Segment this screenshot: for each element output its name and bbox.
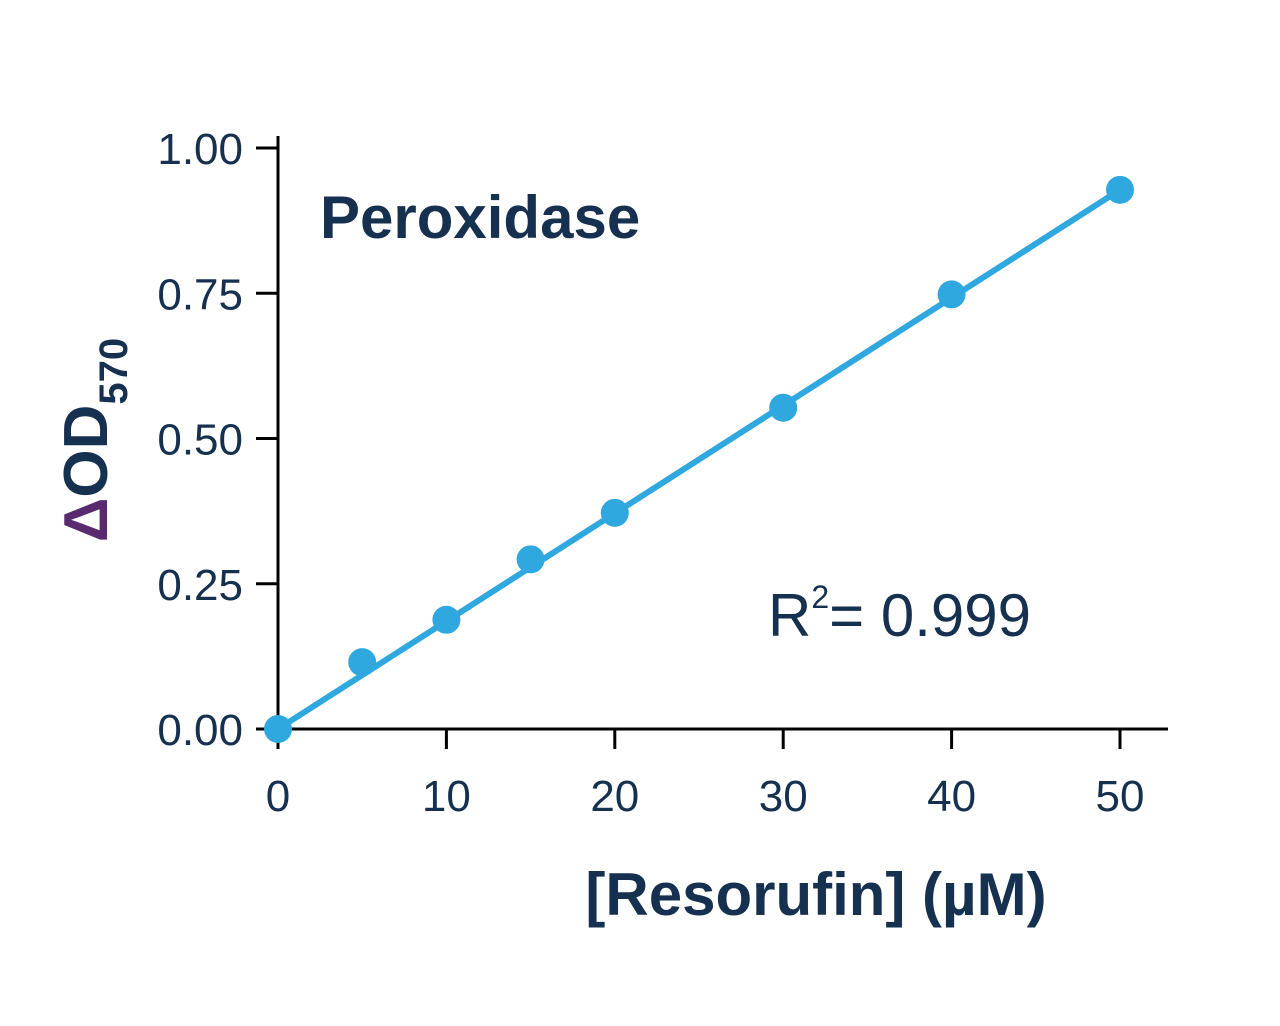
fit-line: [275, 186, 1123, 732]
data-point: [1106, 175, 1134, 204]
y-tick-label: 0.00: [157, 706, 243, 755]
x-axis-label: [Resorufin] (µM): [585, 861, 1046, 928]
data-points: [264, 175, 1134, 743]
chart-title: Peroxidase: [320, 184, 640, 251]
y-axis-label: ΔOD570: [52, 338, 136, 542]
x-tick-label: 40: [927, 772, 976, 821]
r-squared-superscript: 2: [811, 579, 829, 615]
data-point: [516, 545, 545, 574]
y-axis-label-delta: Δ: [52, 498, 121, 543]
r-squared-suffix: = 0.999: [829, 582, 1031, 649]
axes: [276, 136, 1168, 731]
data-point: [769, 393, 798, 422]
x-tick-label: 30: [759, 772, 808, 821]
r-squared-prefix: R: [768, 582, 811, 649]
x-tick-label: 50: [1096, 772, 1145, 821]
y-axis-label-main: OD: [52, 405, 121, 498]
x-tick-label: 10: [422, 772, 471, 821]
data-point: [937, 280, 966, 309]
data-point: [348, 648, 377, 677]
fit-line-group: [275, 186, 1123, 732]
y-axis-label-subscript: 570: [92, 338, 136, 405]
y-tick-label: 0.50: [157, 416, 243, 465]
y-tick-label: 0.75: [157, 270, 243, 319]
y-tick-label: 1.00: [157, 125, 243, 174]
r-squared-annotation: R2= 0.999: [768, 579, 1031, 649]
y-ticks: 0.00 0.25 0.50 0.75 1.00: [157, 125, 278, 755]
x-tick-label: 20: [590, 772, 639, 821]
y-tick-label: 0.25: [157, 561, 243, 610]
data-point: [432, 605, 461, 634]
data-point: [600, 498, 629, 527]
x-tick-label: 0: [266, 772, 290, 821]
x-ticks: 0 10 20 30 40 50: [266, 729, 1145, 821]
data-point: [264, 715, 292, 743]
